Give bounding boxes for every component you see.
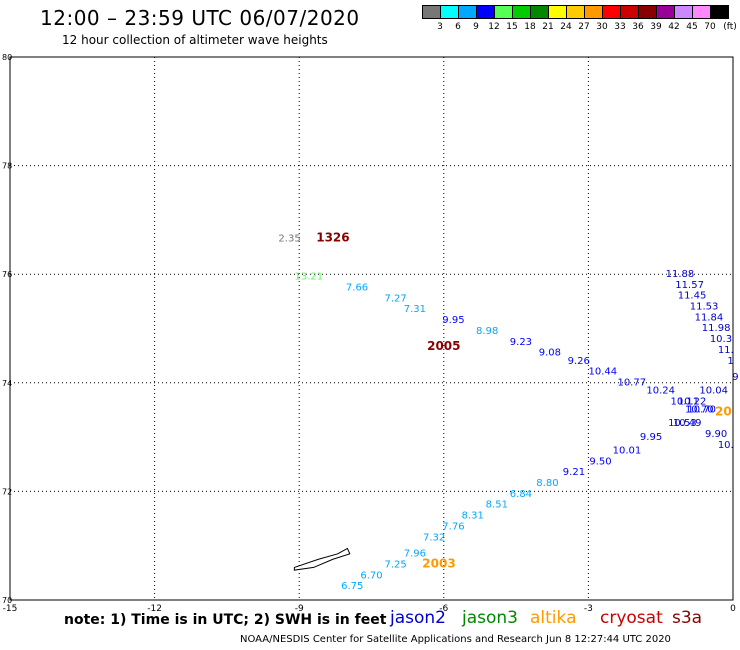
data-point: 10.70 (685, 405, 714, 416)
legend-label: 24 (560, 22, 572, 32)
data-point: 7.25 (384, 559, 406, 570)
data-point: 9.95 (442, 315, 464, 326)
data-point: 11.98 (702, 323, 731, 334)
data-point: 9.95 (640, 432, 662, 443)
legend-label: 12 (488, 22, 500, 32)
data-point: 7.96 (404, 549, 426, 560)
color-legend: 3 6 9 12 15 18 21 24 27 30 33 36 39 42 45 70 (ft) (422, 5, 737, 33)
data-point: 8.98 (476, 326, 498, 337)
plot-frame (9, 56, 734, 601)
legend-label: 30 (596, 22, 608, 32)
data-point: 10.01 (613, 445, 642, 456)
legend-label: 6 (455, 22, 461, 32)
legend-label: 45 (686, 22, 698, 32)
data-point: 10. (718, 440, 734, 451)
data-point: 10.24 (646, 386, 675, 397)
note-text: note: 1) Time is in UTC; 2) SWH is in fe… (64, 612, 387, 628)
chart-subtitle: 12 hour collection of altimeter wave hei… (62, 33, 328, 47)
x-tick-label: -3 (584, 604, 593, 614)
time-label: 20 (715, 404, 732, 418)
data-point: 9.50 (589, 456, 611, 467)
data-point: 10.44 (589, 367, 618, 378)
data-point: 10.49 (673, 418, 702, 429)
data-point: 11.57 (675, 280, 704, 291)
time-label: 2005 (427, 339, 460, 353)
data-point: 9.23 (510, 337, 532, 348)
data-point: 10.3 (710, 334, 732, 345)
data-point: 7.66 (346, 282, 368, 293)
x-tick-label: -6 (439, 604, 448, 614)
data-point: 10.70 (687, 405, 716, 416)
legend-label: 42 (668, 22, 680, 32)
data-point: 11.53 (690, 301, 719, 312)
data-point: 7.31 (404, 304, 426, 315)
data-point: 9.21 (563, 467, 585, 478)
data-point: 9.90 (705, 429, 727, 440)
x-tick-label: -15 (3, 604, 18, 614)
data-point: 8.51 (486, 500, 508, 511)
legend-label: 9 (473, 22, 479, 32)
data-point: 7.76 (442, 521, 464, 532)
data-point: 9 (732, 372, 738, 383)
sat-s3a: s3a (672, 608, 703, 628)
legend-label: 70 (704, 22, 716, 32)
data-point: 10.04 (699, 386, 728, 397)
data-point: 7.27 (384, 293, 406, 304)
data-point: 10.53 (668, 418, 697, 429)
sat-jason3: jason3 (462, 608, 518, 628)
data-point: 11.45 (678, 291, 707, 302)
data-point: 6.75 (341, 581, 363, 592)
y-tick-label: 70 (2, 596, 12, 605)
footer-credit: NOAA/NESDIS Center for Satellite Applica… (240, 634, 671, 645)
y-tick-label: 78 (2, 162, 12, 171)
legend-label: 33 (614, 22, 626, 32)
x-tick-label: -9 (295, 604, 304, 614)
data-point: 10.77 (617, 378, 646, 389)
legend-label: 18 (524, 22, 536, 32)
data-point: 6.84 (510, 489, 532, 500)
sat-cryosat: cryosat (600, 608, 663, 628)
legend-label: 21 (542, 22, 554, 32)
legend-unit: (ft) (723, 22, 737, 32)
y-tick-label: 72 (2, 487, 12, 496)
data-point: 7.32 (423, 532, 445, 543)
data-point: 13.21 (295, 272, 324, 283)
data-point: 10.22 (678, 397, 707, 408)
sat-altika: altika (530, 608, 577, 628)
legend-label: 39 (650, 22, 662, 32)
data-point: 8.31 (462, 511, 484, 522)
legend-swatch (710, 5, 729, 19)
legend-label: 3 (437, 22, 443, 32)
legend-label: 15 (506, 22, 518, 32)
data-point: 1 (727, 356, 733, 367)
y-tick-label: 74 (2, 379, 12, 388)
data-point: 11.88 (666, 269, 695, 280)
land-outline (293, 547, 351, 571)
x-tick-label: 0 (730, 604, 736, 614)
sat-jason2: jason2 (390, 608, 446, 628)
data-point: 2.35 (278, 234, 300, 245)
data-point: 9.26 (568, 356, 590, 367)
data-point: 9.08 (539, 348, 561, 359)
x-tick-label: -12 (147, 604, 162, 614)
data-point: 6.70 (360, 570, 382, 581)
y-tick-label: 80 (2, 53, 12, 62)
time-label: 1326 (316, 231, 349, 245)
legend-label: 36 (632, 22, 644, 32)
chart-title: 12:00 – 23:59 UTC 06/07/2020 (40, 6, 360, 30)
y-tick-label: 76 (2, 270, 12, 279)
data-point: 10.11 (670, 397, 699, 408)
data-point: 11. (718, 345, 734, 356)
data-point: 8.80 (536, 478, 558, 489)
data-point: 11.84 (695, 312, 724, 323)
time-label: 2003 (422, 556, 455, 570)
legend-label: 27 (578, 22, 590, 32)
